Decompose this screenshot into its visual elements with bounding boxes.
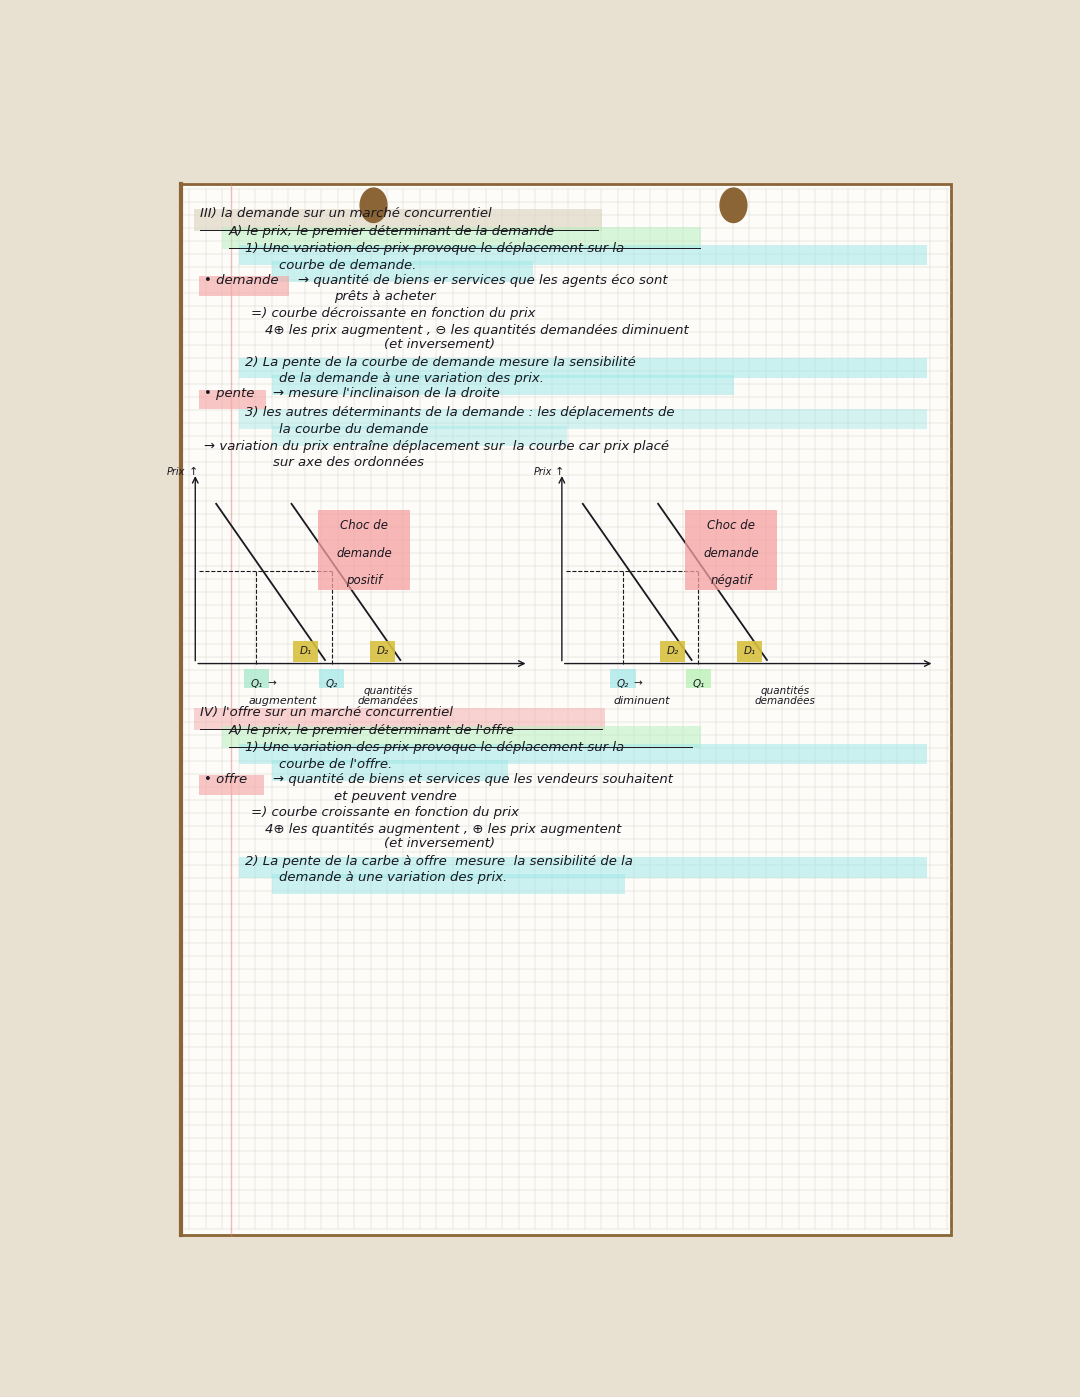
Text: → mesure l'inclinaison de la droite: → mesure l'inclinaison de la droite [273,387,500,400]
Circle shape [360,189,387,222]
Text: 3) les autres déterminants de la demande : les déplacements de: 3) les autres déterminants de la demande… [245,407,675,419]
Text: 4⊕ les quantités augmentent , ⊕ les prix augmentent: 4⊕ les quantités augmentent , ⊕ les prix… [265,823,621,835]
FancyBboxPatch shape [685,510,777,590]
FancyBboxPatch shape [272,760,509,781]
FancyBboxPatch shape [272,261,534,282]
Text: Q₁: Q₁ [692,679,704,689]
Text: positif: positif [347,574,382,587]
FancyBboxPatch shape [194,208,602,231]
FancyBboxPatch shape [239,858,927,877]
Text: ↑: ↑ [555,468,565,478]
Circle shape [720,189,747,222]
Text: la courbe du demande: la courbe du demande [279,423,429,436]
FancyBboxPatch shape [239,743,927,764]
FancyBboxPatch shape [610,669,635,689]
FancyBboxPatch shape [737,641,761,662]
Text: Prix: Prix [534,468,552,478]
FancyBboxPatch shape [200,775,264,795]
Text: demandées: demandées [755,696,815,705]
Text: IV) l'offre sur un marché concurrentiel: IV) l'offre sur un marché concurrentiel [200,707,454,719]
Text: • offre: • offre [204,773,246,787]
Text: • pente: • pente [204,387,254,400]
Text: Prix: Prix [166,468,186,478]
Text: =) courbe décroissante en fonction du prix: =) courbe décroissante en fonction du pr… [251,307,535,320]
Text: et peuvent vendre: et peuvent vendre [334,789,457,803]
Text: quantités: quantités [363,685,413,696]
Text: 4⊕ les prix augmentent , ⊖ les quantités demandées diminuent: 4⊕ les prix augmentent , ⊖ les quantités… [265,324,688,337]
Text: 1) Une variation des prix provoque le déplacement sur la: 1) Une variation des prix provoque le dé… [245,242,624,256]
Text: A) le prix, le premier déterminant de l'offre: A) le prix, le premier déterminant de l'… [229,724,515,736]
Text: =) courbe croissante en fonction du prix: =) courbe croissante en fonction du prix [251,806,518,819]
FancyBboxPatch shape [222,228,701,249]
Text: Q₂: Q₂ [325,679,338,689]
Text: →: → [267,679,275,689]
Text: ↑: ↑ [189,468,198,478]
Text: demande à une variation des prix.: demande à une variation des prix. [279,872,508,884]
Text: • demande: • demande [204,274,279,286]
Text: quantités: quantités [760,685,810,696]
FancyBboxPatch shape [320,669,345,689]
FancyBboxPatch shape [222,726,701,747]
FancyBboxPatch shape [239,358,927,379]
Text: 2) La pente de la carbe à offre  mesure  la sensibilité de la: 2) La pente de la carbe à offre mesure l… [245,855,633,868]
FancyBboxPatch shape [181,184,951,1235]
FancyBboxPatch shape [200,277,289,296]
FancyBboxPatch shape [370,641,395,662]
FancyBboxPatch shape [244,669,269,689]
FancyBboxPatch shape [686,669,711,689]
FancyBboxPatch shape [194,208,602,231]
Text: de la demande à une variation des prix.: de la demande à une variation des prix. [279,372,544,386]
Text: A) le prix, le premier déterminant de la demande: A) le prix, le premier déterminant de la… [229,225,555,237]
FancyBboxPatch shape [272,426,567,446]
Text: (et inversement): (et inversement) [384,338,496,351]
FancyBboxPatch shape [200,390,267,409]
Text: augmentent: augmentent [249,696,318,705]
FancyBboxPatch shape [319,510,410,590]
Text: D₂: D₂ [666,645,678,655]
Text: → quantité de biens er services que les agents éco sont: → quantité de biens er services que les … [298,274,667,286]
Text: Q₁: Q₁ [251,679,262,689]
Text: Choc de: Choc de [340,518,389,532]
Text: prêts à acheter: prêts à acheter [334,291,435,303]
FancyBboxPatch shape [272,873,625,894]
Text: courbe de demande.: courbe de demande. [279,258,416,272]
Text: Choc de: Choc de [707,518,755,532]
Text: demande: demande [703,548,759,560]
Text: III) la demande sur un marché concurrentiel: III) la demande sur un marché concurrent… [200,207,491,221]
Text: sur axe des ordonnées: sur axe des ordonnées [273,457,424,469]
Text: D₁: D₁ [299,645,312,655]
Text: →: → [634,679,643,689]
FancyBboxPatch shape [272,374,734,395]
Text: négatif: négatif [711,574,752,587]
Text: Q₂: Q₂ [617,679,629,689]
Text: → variation du prix entraîne déplacement sur  la courbe car prix placé: → variation du prix entraîne déplacement… [204,440,669,453]
Text: 2) La pente de la courbe de demande mesure la sensibilité: 2) La pente de la courbe de demande mesu… [245,355,636,369]
FancyBboxPatch shape [293,641,319,662]
FancyBboxPatch shape [660,641,685,662]
Text: D₂: D₂ [377,645,389,655]
Text: diminuent: diminuent [613,696,670,705]
Text: courbe de l'offre.: courbe de l'offre. [279,759,392,771]
Text: (et inversement): (et inversement) [384,837,496,851]
Text: → quantité de biens et services que les vendeurs souhaitent: → quantité de biens et services que les … [273,773,673,787]
FancyBboxPatch shape [239,409,927,429]
FancyBboxPatch shape [239,244,927,265]
FancyBboxPatch shape [194,708,605,731]
Text: demande: demande [337,548,392,560]
Text: D₁: D₁ [743,645,755,655]
Text: 1) Une variation des prix provoque le déplacement sur la: 1) Une variation des prix provoque le dé… [245,742,624,754]
Text: demandées: demandées [357,696,418,705]
